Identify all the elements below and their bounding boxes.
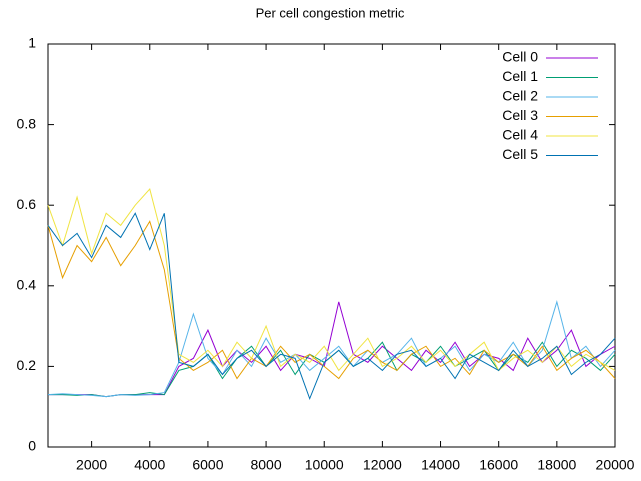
x-tick-label: 8000 [250,457,281,473]
x-tick-label: 20000 [596,457,635,473]
x-tick-label: 12000 [363,457,402,473]
series-line [48,341,616,398]
x-tick-label: 10000 [305,457,344,473]
y-tick-label: 1 [28,35,36,51]
y-tick-label: 0.6 [17,196,37,212]
legend-label: Cell 3 [502,107,538,123]
x-tick-label: 2000 [76,457,107,473]
series-line [47,220,616,380]
legend-label: Cell 0 [502,49,538,65]
legend-label: Cell 4 [502,127,538,143]
series-line [47,212,616,401]
chart-title: Per cell congestion metric [256,5,405,20]
x-tick-label: 18000 [537,457,576,473]
x-tick-label: 4000 [134,457,165,473]
legend-label: Cell 2 [502,88,538,104]
y-tick-label: 0.8 [17,115,37,131]
legend-label: Cell 5 [502,146,538,162]
y-tick-label: 0.4 [17,277,37,293]
plot-frame [47,43,616,448]
legend-label: Cell 1 [502,68,538,84]
series-line [47,188,616,372]
x-tick-label: 6000 [192,457,223,473]
series-line [48,301,616,398]
x-tick-label: 14000 [421,457,460,473]
y-tick-label: 0.2 [17,357,37,373]
y-tick-label: 0 [28,438,36,454]
series-line [47,300,616,398]
x-tick-label: 16000 [479,457,518,473]
